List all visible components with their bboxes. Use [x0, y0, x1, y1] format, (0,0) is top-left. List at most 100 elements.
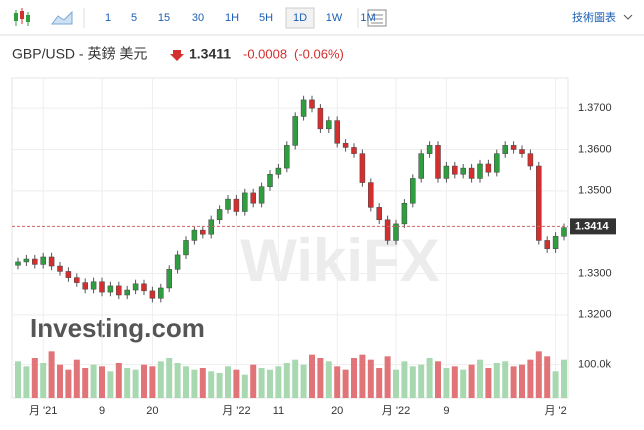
candle-body	[141, 283, 147, 292]
volume-bar	[225, 366, 231, 398]
y-tick-label: 1.3300	[578, 267, 612, 279]
volume-bar	[157, 361, 164, 398]
volume-bar	[443, 368, 450, 398]
volume-bar	[15, 361, 21, 398]
volume-bar	[107, 371, 114, 398]
volume-bar	[174, 363, 181, 398]
candle-body	[452, 165, 458, 175]
candle-body	[132, 283, 139, 291]
candle-body	[536, 165, 542, 241]
volume-bar	[99, 366, 105, 398]
volume-bar	[552, 371, 559, 398]
candle-body	[292, 116, 298, 146]
volume-bar	[233, 369, 240, 398]
volume-bar	[48, 351, 55, 398]
candle-body	[225, 198, 231, 210]
volume-bar	[384, 356, 391, 398]
candle-body	[494, 153, 500, 173]
volume-bar	[519, 364, 525, 398]
candle-body	[510, 145, 517, 150]
candle-body	[90, 281, 97, 290]
volume-bar	[65, 369, 72, 398]
volume-bar	[40, 363, 47, 398]
candle-body	[317, 107, 324, 130]
candle-body	[99, 281, 105, 293]
dropdown-icon[interactable]	[623, 14, 633, 20]
volume-bar	[359, 354, 366, 398]
interval-button[interactable]: 1H	[225, 12, 239, 24]
volume-bar	[367, 359, 374, 398]
candle-icon[interactable]	[14, 8, 30, 26]
interval-button[interactable]: 15	[158, 12, 170, 24]
x-tick-label: 9	[443, 405, 449, 417]
volume-tick-label: 100.0k	[578, 359, 612, 371]
candle-body	[393, 223, 399, 241]
x-tick-label: 11	[273, 405, 284, 417]
candle-body	[309, 99, 315, 109]
interval-active	[285, 7, 315, 29]
candle-body	[57, 265, 63, 272]
x-tick-label: 9	[99, 405, 105, 417]
candle-body	[208, 219, 214, 235]
candle-body	[443, 165, 450, 179]
logo: Investing.com	[30, 313, 205, 343]
change: -0.0008	[243, 46, 287, 61]
volume-bar	[241, 374, 248, 398]
candle-body	[74, 277, 80, 283]
down-arrow	[170, 50, 184, 61]
candle-body	[174, 254, 181, 270]
volume-bar	[502, 361, 509, 398]
candle-body	[410, 178, 416, 204]
volume-bar	[73, 359, 80, 398]
volume-bar	[23, 366, 30, 398]
price-label: 1.3414	[575, 220, 610, 232]
volume-bar	[250, 364, 257, 398]
volume-bar	[409, 366, 416, 398]
candle-body	[191, 229, 198, 241]
y-tick-label: 1.3500	[578, 185, 612, 197]
volume-bar	[82, 368, 89, 398]
x-tick-label: 20	[331, 405, 343, 417]
candle-body	[216, 209, 223, 221]
volume-bar	[401, 361, 408, 398]
interval-button[interactable]: 1	[105, 12, 111, 24]
interval-button[interactable]: 5H	[259, 12, 273, 24]
interval-button[interactable]: 30	[192, 12, 204, 24]
interval-button[interactable]: 1D	[293, 12, 307, 24]
volume-bar	[90, 364, 97, 398]
price-label-bg	[570, 218, 616, 235]
volume-bar	[183, 366, 189, 398]
volume-bar	[267, 369, 273, 398]
y-tick-label: 1.3700	[578, 102, 612, 114]
volume-bar	[216, 373, 223, 398]
volume-bar	[527, 359, 534, 398]
volume-bar	[510, 366, 517, 398]
candle-body	[519, 149, 525, 154]
volume-bar	[166, 358, 173, 398]
volume-bar	[451, 366, 458, 398]
volume-bar	[342, 369, 349, 398]
technical-link[interactable]: 技術圖表	[572, 10, 616, 24]
volume-bar	[351, 358, 357, 398]
candle-body	[561, 227, 567, 237]
volume-bar	[460, 369, 467, 398]
candle-body	[23, 258, 30, 263]
symbol: GBP/USD - 英鎊 美元	[12, 46, 147, 62]
x-tick-label: 20	[146, 405, 158, 417]
area-icon[interactable]	[51, 10, 73, 25]
volume-bar	[292, 359, 299, 398]
candle-body	[242, 192, 248, 212]
candle-body	[460, 167, 466, 175]
candle-body	[326, 120, 332, 130]
volume-bar	[115, 363, 122, 398]
settings-icon[interactable]	[367, 9, 387, 27]
plot-border	[11, 77, 569, 399]
candle-body	[233, 198, 240, 212]
y-tick-label: 1.3600	[578, 143, 612, 155]
interval-button[interactable]: 5	[131, 12, 137, 24]
candle-body	[418, 153, 424, 179]
interval-button[interactable]: 1M	[360, 12, 375, 24]
volume-bar	[561, 359, 567, 398]
interval-button[interactable]: 1W	[326, 12, 343, 24]
volume-bar	[208, 371, 215, 398]
